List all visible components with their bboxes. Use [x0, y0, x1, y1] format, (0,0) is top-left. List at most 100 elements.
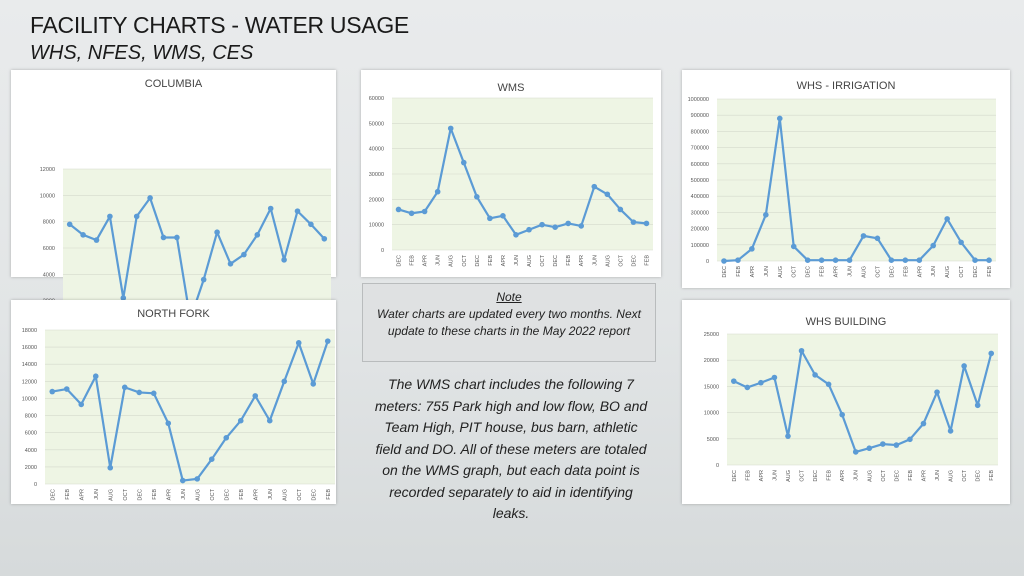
- data-point: [500, 213, 506, 219]
- data-point: [880, 441, 886, 447]
- data-point: [578, 223, 585, 229]
- data-point: [63, 386, 70, 392]
- note-box: Note Water charts are updated every two …: [362, 283, 656, 362]
- data-point: [744, 384, 751, 391]
- data-point: [294, 208, 301, 214]
- data-point: [80, 232, 86, 238]
- x-tick-label: APR: [253, 489, 259, 500]
- x-tick-label: OCT: [959, 265, 965, 277]
- data-point: [974, 402, 981, 409]
- page-title: FACILITY CHARTS - WATER USAGE: [30, 12, 409, 38]
- data-point: [78, 401, 85, 408]
- y-tick-label: 18000: [22, 328, 37, 334]
- data-point: [947, 428, 954, 434]
- data-point: [798, 347, 805, 354]
- x-tick-label: FEB: [908, 470, 914, 481]
- data-point: [214, 229, 220, 235]
- data-point: [839, 411, 845, 418]
- data-point: [730, 378, 737, 384]
- y-tick-label: 25000: [704, 332, 719, 338]
- y-tick-label: 5000: [707, 437, 719, 443]
- data-point: [916, 257, 923, 263]
- data-point: [460, 159, 467, 166]
- data-point: [812, 372, 818, 378]
- x-tick-label: DEC: [50, 489, 56, 501]
- data-point: [852, 449, 859, 455]
- x-tick-label: FEB: [644, 255, 650, 266]
- data-point: [120, 295, 127, 301]
- x-tick-label: DEC: [732, 470, 738, 482]
- data-point: [860, 233, 867, 239]
- x-tick-label: APR: [834, 266, 840, 277]
- x-tick-label: AUG: [867, 470, 873, 482]
- x-tick-label: FEB: [239, 489, 245, 500]
- data-point: [487, 215, 493, 222]
- y-tick-label: 6000: [43, 246, 55, 252]
- series-line: [52, 340, 329, 482]
- data-point: [958, 239, 964, 246]
- data-point: [776, 115, 783, 122]
- x-tick-label: FEB: [65, 489, 71, 500]
- data-point: [604, 191, 611, 198]
- y-tick-label: 15000: [704, 384, 719, 390]
- x-tick-label: DEC: [894, 470, 900, 482]
- data-point: [227, 261, 234, 267]
- x-tick-label: JUN: [772, 470, 778, 481]
- data-point: [818, 257, 825, 263]
- y-tick-label: 10000: [40, 193, 55, 199]
- data-point: [267, 205, 274, 212]
- data-point: [825, 381, 832, 388]
- y-tick-label: 30000: [369, 172, 384, 178]
- data-point: [408, 210, 415, 217]
- plot-area: [45, 330, 335, 484]
- y-tick-label: 14000: [22, 362, 37, 368]
- x-tick-label: OCT: [800, 469, 806, 481]
- data-point: [986, 257, 992, 263]
- wms-info-text: The WMS chart includes the following 7 m…: [374, 376, 648, 521]
- data-point: [160, 234, 167, 241]
- x-tick-label: DEC: [813, 470, 819, 482]
- y-tick-label: 8000: [25, 414, 37, 420]
- x-tick-label: APR: [579, 255, 585, 266]
- x-tick-label: FEB: [326, 489, 332, 500]
- x-tick-label: AUG: [108, 489, 114, 501]
- x-tick-label: APR: [917, 266, 923, 277]
- x-tick-label: AUG: [949, 470, 955, 482]
- y-tick-label: 40000: [369, 147, 384, 153]
- data-point: [136, 389, 143, 396]
- x-tick-label: DEC: [722, 266, 728, 278]
- data-point: [771, 374, 778, 381]
- data-point: [147, 195, 153, 201]
- chart-north-fork: NORTH FORK 0 2000 4000 6000 8000 10000 12000 140…: [11, 300, 336, 504]
- x-tick-label: FEB: [736, 266, 742, 277]
- data-point: [93, 237, 100, 243]
- data-point: [310, 381, 317, 387]
- data-point: [281, 257, 287, 263]
- data-point: [763, 212, 769, 218]
- data-point: [758, 379, 764, 386]
- x-tick-label: JUN: [764, 266, 770, 277]
- data-point: [254, 232, 261, 238]
- y-tick-label: 10000: [704, 411, 719, 417]
- x-tick-label: JUN: [514, 255, 520, 266]
- data-point: [165, 420, 172, 427]
- x-tick-label: JUN: [181, 489, 187, 500]
- x-tick-label: JUN: [94, 489, 100, 500]
- chart-svg: WHS - IRRIGATION 0 100000 200000 300000 40000…: [688, 80, 996, 278]
- data-point: [66, 221, 73, 228]
- x-tick-label: OCT: [792, 265, 798, 277]
- data-point: [790, 243, 797, 250]
- x-tick-label: OCT: [123, 488, 129, 500]
- x-tick-label: OCT: [297, 488, 303, 500]
- x-tick-label: DEC: [889, 266, 895, 278]
- chart-columbia: COLUMBIA020004000600080001000012000DECFE…: [11, 70, 336, 344]
- data-point: [474, 194, 480, 200]
- data-point: [920, 420, 927, 427]
- data-point: [241, 251, 247, 258]
- x-tick-label: JUN: [854, 470, 860, 481]
- y-tick-label: 2000: [25, 465, 37, 471]
- x-tick-label: APR: [840, 470, 846, 481]
- x-tick-label: APR: [750, 266, 756, 277]
- chart-title: NORTH FORK: [137, 308, 210, 320]
- x-tick-label: DEC: [973, 266, 979, 278]
